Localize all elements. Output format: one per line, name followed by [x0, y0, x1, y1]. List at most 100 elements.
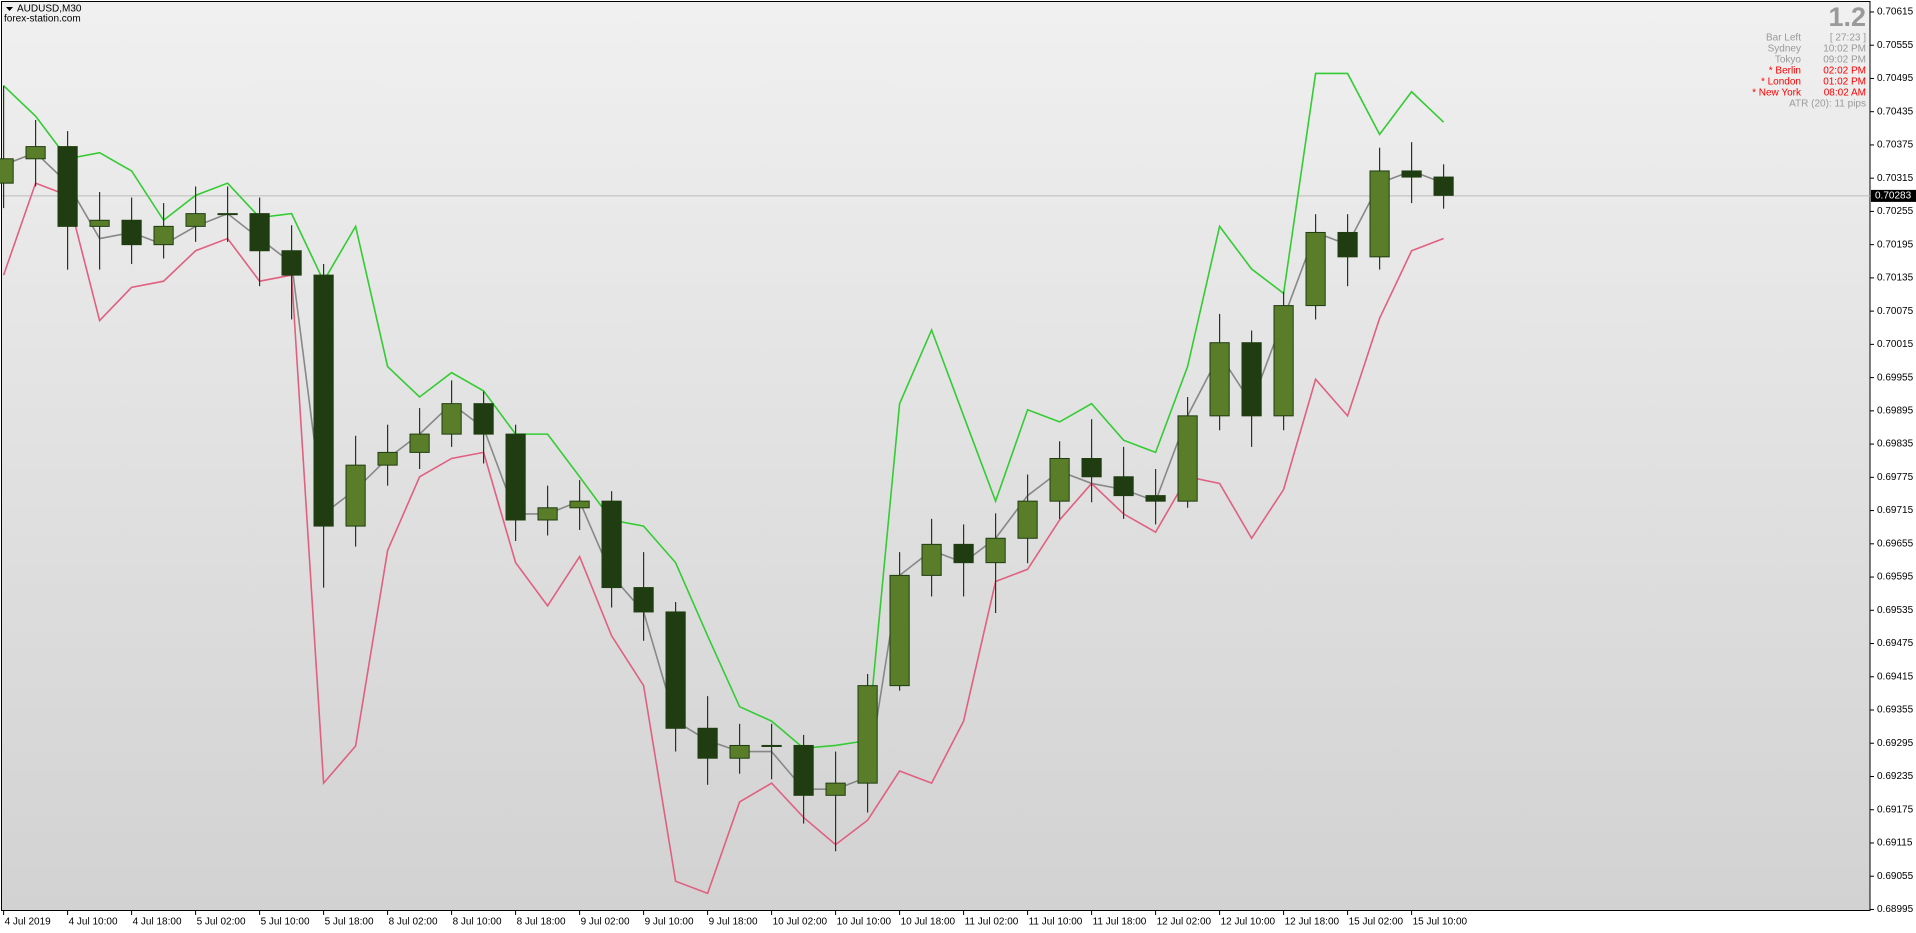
y-tick-label: 0.69595	[1877, 572, 1914, 583]
x-tick-label: 4 Jul 18:00	[133, 917, 182, 928]
candle-body	[505, 433, 526, 521]
y-tick-label: 0.69355	[1877, 705, 1914, 716]
candle-body	[313, 274, 334, 527]
y-tick-label: 0.69115	[1877, 838, 1913, 849]
candle-body	[1177, 415, 1198, 502]
candle-body	[633, 587, 654, 613]
candle-body	[473, 403, 494, 435]
x-tick-label: 9 Jul 02:00	[581, 917, 630, 928]
y-tick-label: 0.70435	[1877, 106, 1914, 117]
y-tick-label: 0.70615	[1877, 7, 1914, 18]
info-time: 09:02 PM	[1823, 55, 1866, 66]
current-price-box	[1871, 189, 1916, 202]
indicator-layer	[2, 72, 1870, 895]
candle-body	[1241, 342, 1262, 417]
y-tick-label: 0.68995	[1877, 904, 1914, 915]
info-label: * New York	[1752, 88, 1802, 99]
candle-body	[1369, 170, 1390, 258]
candle-body	[825, 782, 846, 796]
x-tick-label: 15 Jul 02:00	[1349, 917, 1404, 928]
x-tick-label: 12 Jul 18:00	[1285, 917, 1340, 928]
y-tick-label: 0.69415	[1877, 671, 1914, 682]
info-time: 08:02 AM	[1824, 88, 1866, 99]
y-tick-label: 0.70135	[1877, 273, 1914, 284]
y-tick-label: 0.70195	[1877, 239, 1914, 250]
candle-body	[985, 537, 1006, 564]
y-tick-label: 0.69835	[1877, 439, 1914, 450]
candle-body	[729, 744, 750, 759]
y-tick-label: 0.70375	[1877, 140, 1914, 151]
candle-body	[1081, 457, 1102, 478]
current-price-label: 0.70283	[1875, 191, 1912, 202]
x-tick-label: 12 Jul 02:00	[1157, 917, 1212, 928]
y-tick-label: 0.69655	[1877, 538, 1914, 549]
y-tick-label: 0.70555	[1877, 40, 1914, 51]
chart-subtitle: forex-station.com	[4, 14, 81, 25]
candle-body	[153, 225, 174, 246]
band-line	[3, 72, 1445, 750]
candle-body	[857, 685, 878, 784]
info-label: Bar Left	[1766, 33, 1801, 44]
chart-title: AUDUSD,M30	[17, 4, 82, 15]
info-time: 01:02 PM	[1823, 77, 1866, 88]
candle-body	[1017, 500, 1038, 539]
candle-body	[1337, 231, 1358, 258]
y-tick-label: 0.70015	[1877, 339, 1914, 350]
info-panel: 1.2 Bar Left [ 27:23 ] Sydney 10:02 PM Tokyo 0…	[1752, 2, 1866, 110]
candle-body	[57, 146, 78, 227]
y-tick-label: 0.69715	[1877, 505, 1914, 516]
info-label: Sydney	[1768, 44, 1801, 55]
candle-body	[185, 213, 206, 227]
candle-body	[25, 146, 46, 160]
y-tick-label: 0.69535	[1877, 605, 1914, 616]
candle-body	[249, 213, 270, 252]
candle-body	[537, 507, 558, 521]
candle-body	[0, 158, 14, 184]
candle-body	[1209, 342, 1230, 417]
candle-body	[1145, 495, 1166, 502]
candle-body	[601, 500, 622, 589]
y-tick-label: 0.69235	[1877, 771, 1914, 782]
candle-body	[665, 611, 686, 729]
x-tick-label: 8 Jul 10:00	[453, 917, 502, 928]
x-tick-label: 8 Jul 18:00	[517, 917, 566, 928]
y-tick-label: 0.70315	[1877, 173, 1914, 184]
info-value: 1.2	[1828, 2, 1866, 32]
candle-body	[121, 219, 142, 246]
candle-body	[89, 219, 110, 227]
x-tick-label: 10 Jul 18:00	[901, 917, 956, 928]
x-tick-label: 8 Jul 02:00	[389, 917, 438, 928]
y-tick-label: 0.69775	[1877, 472, 1914, 483]
symbol-menu-arrow[interactable]	[6, 7, 13, 11]
x-tick-label: 9 Jul 10:00	[645, 917, 694, 928]
y-tick-label: 0.69955	[1877, 372, 1914, 383]
plot-frame	[1, 1, 1871, 911]
candle-body	[1401, 170, 1422, 178]
x-tick-label: 11 Jul 02:00	[965, 917, 1019, 928]
y-tick-label: 0.70495	[1877, 73, 1914, 84]
candle-body	[921, 543, 942, 576]
candle-body	[441, 403, 462, 435]
candle-body	[377, 451, 398, 466]
x-tick-label: 15 Jul 10:00	[1413, 917, 1468, 928]
candle-body	[1113, 476, 1134, 497]
candle-body	[345, 464, 366, 527]
band-line	[3, 151, 1444, 791]
x-tick-label: 5 Jul 18:00	[325, 917, 374, 928]
x-tick-label: 11 Jul 18:00	[1093, 917, 1147, 928]
y-tick-label: 0.69475	[1877, 638, 1914, 649]
x-tick-label: 4 Jul 2019	[5, 917, 52, 928]
info-time: 02:02 PM	[1823, 66, 1866, 77]
x-tick-label: 5 Jul 10:00	[261, 917, 310, 928]
candle-body	[1433, 176, 1454, 196]
info-time: 10:02 PM	[1823, 44, 1866, 55]
band-line	[2, 182, 1444, 895]
candle-body	[889, 574, 910, 687]
candle-body	[1305, 231, 1326, 307]
y-tick-label: 0.69175	[1877, 804, 1914, 815]
candle-body	[697, 727, 718, 759]
x-tick-label: 10 Jul 10:00	[837, 917, 892, 928]
info-time: [ 27:23 ]	[1830, 33, 1866, 44]
